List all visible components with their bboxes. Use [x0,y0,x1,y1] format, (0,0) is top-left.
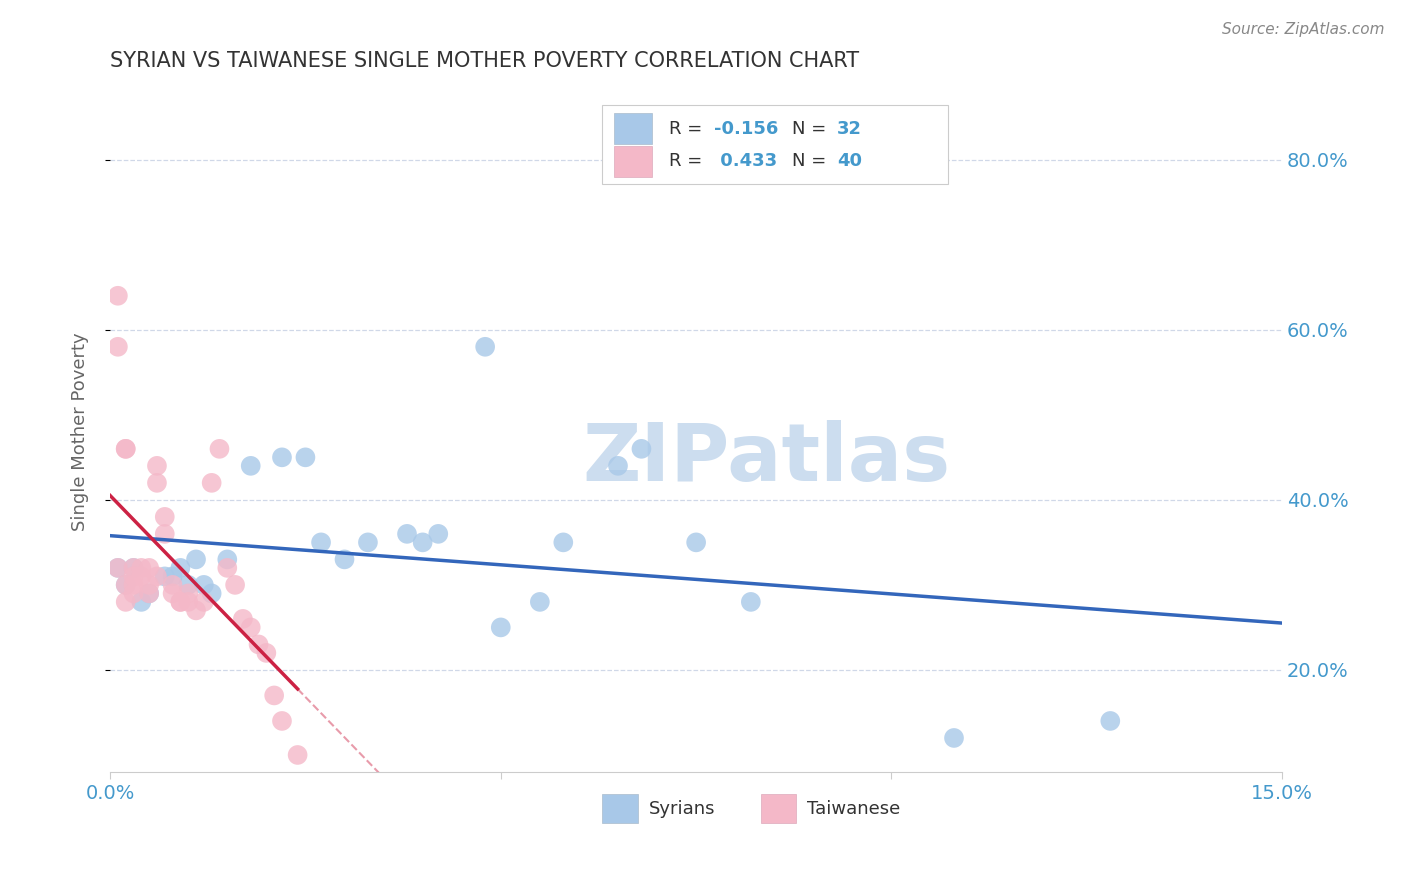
Text: N =: N = [792,120,832,137]
Point [607,458,630,473]
Point [184,552,207,566]
Point [224,578,246,592]
Text: R =: R = [669,153,709,170]
FancyBboxPatch shape [761,795,796,823]
Point [239,458,262,473]
FancyBboxPatch shape [614,146,651,177]
Text: SYRIAN VS TAIWANESE SINGLE MOTHER POVERTY CORRELATION CHART: SYRIAN VS TAIWANESE SINGLE MOTHER POVERT… [110,51,859,70]
Text: Syrians: Syrians [650,800,716,818]
Point [254,646,277,660]
Point [412,535,434,549]
Text: R =: R = [669,120,709,137]
Point [153,509,176,524]
Point [294,450,316,465]
Point [553,535,575,549]
Point [122,561,145,575]
Point [122,586,145,600]
Y-axis label: Single Mother Poverty: Single Mother Poverty [72,333,89,531]
Point [239,620,262,634]
Point [271,714,294,728]
Point [107,561,129,575]
Point [201,586,224,600]
Point [122,578,145,592]
Point [309,535,332,549]
Point [162,569,184,583]
Point [177,595,200,609]
Point [247,637,270,651]
Point [114,578,136,592]
Point [263,689,285,703]
Point [114,595,136,609]
Text: 0.433: 0.433 [714,153,778,170]
Point [740,595,762,609]
Point [685,535,707,549]
Point [138,586,160,600]
Text: 40: 40 [837,153,862,170]
Text: 32: 32 [837,120,862,137]
Text: Source: ZipAtlas.com: Source: ZipAtlas.com [1222,22,1385,37]
Point [333,552,356,566]
Point [131,595,153,609]
Point [169,595,191,609]
Point [217,552,239,566]
Point [1099,714,1122,728]
Point [122,569,145,583]
Point [138,561,160,575]
Point [630,442,652,456]
Point [138,586,160,600]
Text: -0.156: -0.156 [714,120,778,137]
Point [138,578,160,592]
Point [529,595,551,609]
Point [357,535,380,549]
Text: Taiwanese: Taiwanese [807,800,901,818]
Point [169,561,191,575]
Text: N =: N = [792,153,832,170]
Point [107,561,129,575]
Point [114,442,136,456]
Point [208,442,231,456]
Point [427,527,450,541]
Point [201,475,224,490]
Point [131,569,153,583]
Point [474,340,496,354]
Point [162,578,184,592]
Point [193,595,215,609]
Point [131,561,153,575]
Point [146,569,169,583]
Point [107,289,129,303]
FancyBboxPatch shape [602,105,948,184]
Point [217,561,239,575]
Point [146,475,169,490]
Point [153,569,176,583]
Point [193,578,215,592]
Point [232,612,254,626]
Point [489,620,512,634]
FancyBboxPatch shape [614,113,651,145]
Point [107,340,129,354]
Point [114,578,136,592]
Point [114,442,136,456]
Point [184,603,207,617]
Point [122,561,145,575]
Point [287,747,309,762]
Point [162,586,184,600]
Point [271,450,294,465]
Point [169,595,191,609]
Point [153,527,176,541]
Text: ZIPatlas: ZIPatlas [582,420,950,498]
Point [943,731,966,745]
Point [395,527,418,541]
Point [146,458,169,473]
Point [177,586,200,600]
FancyBboxPatch shape [602,795,637,823]
Point [177,578,200,592]
